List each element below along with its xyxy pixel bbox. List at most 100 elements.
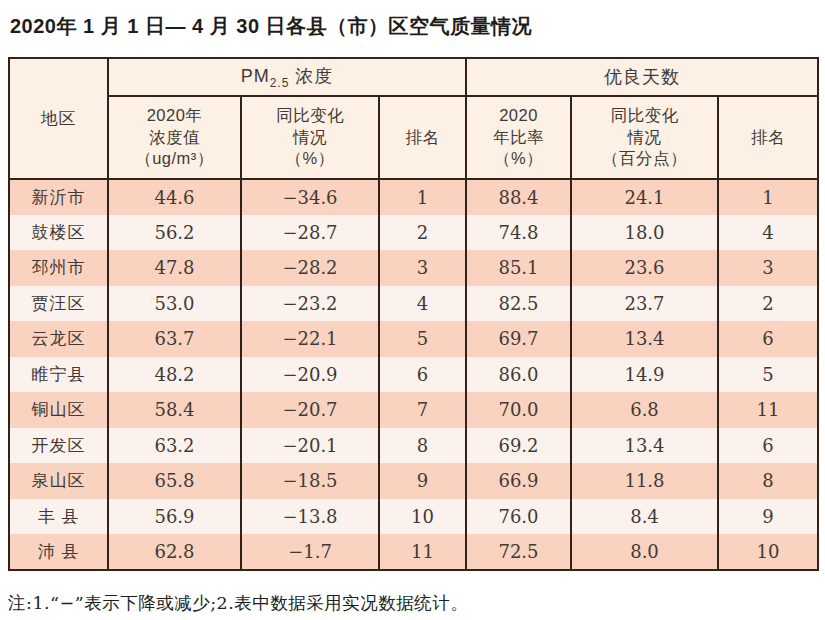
pm-rank-cell: 7 [379, 392, 466, 428]
page: 2020年 1 月 1 日— 4 月 30 日各县（市）区空气质量情况 地区 P… [0, 0, 825, 620]
good-change-cell: 23.7 [571, 286, 718, 322]
good-change-cell: 24.1 [571, 179, 718, 215]
group-header-row: 地区 PM2.5 浓度 优良天数 [9, 58, 818, 96]
good-rank-cell: 6 [718, 428, 818, 464]
good-rank-cell: 3 [718, 250, 818, 286]
pm-value-cell: 63.2 [108, 428, 241, 464]
table-row: 开发区 63.2 −20.1 8 69.2 13.4 6 [9, 428, 818, 464]
pm-value-cell: 48.2 [108, 357, 241, 393]
pm-rank-cell: 1 [379, 179, 466, 215]
footnote: 注:1.“−”表示下降或减少;2.表中数据采用实况数据统计。 [0, 571, 825, 615]
pm-rank-cell: 6 [379, 357, 466, 393]
pm-value-cell: 53.0 [108, 286, 241, 322]
region-cell: 睢宁县 [9, 357, 108, 393]
pm-change-cell: −13.8 [241, 499, 379, 535]
good-change-cell: 13.4 [571, 428, 718, 464]
pm-change-cell: −18.5 [241, 463, 379, 499]
pm-change-cell: −23.2 [241, 286, 379, 322]
good-rate-cell: 72.5 [466, 534, 571, 570]
page-title: 2020年 1 月 1 日— 4 月 30 日各县（市）区空气质量情况 [0, 0, 825, 40]
pm-change-cell: −1.7 [241, 534, 379, 570]
pm25-label-prefix: PM [241, 66, 270, 86]
pm-rank-cell: 8 [379, 428, 466, 464]
pm-rank-cell: 10 [379, 499, 466, 535]
good-rate-cell: 69.2 [466, 428, 571, 464]
good-change-cell: 23.6 [571, 250, 718, 286]
pm-rank-cell: 5 [379, 321, 466, 357]
good-rank-cell: 5 [718, 357, 818, 393]
pm-value-cell: 58.4 [108, 392, 241, 428]
pm-rank-cell: 2 [379, 215, 466, 251]
region-cell: 邳州市 [9, 250, 108, 286]
sub-header-row: 2020年 浓度值 （ug/m³） 同比变化 情况 （%） 排名 2020 年比… [9, 96, 818, 179]
good-rate-cell: 86.0 [466, 357, 571, 393]
table-row: 鼓楼区 56.2 −28.7 2 74.8 18.0 4 [9, 215, 818, 251]
region-column-header: 地区 [9, 58, 108, 179]
pm-change-cell: −28.7 [241, 215, 379, 251]
region-cell: 贾汪区 [9, 286, 108, 322]
good-rank-header: 排名 [718, 96, 818, 179]
region-cell: 铜山区 [9, 392, 108, 428]
region-cell: 新沂市 [9, 179, 108, 215]
good-rate-cell: 85.1 [466, 250, 571, 286]
good-change-header: 同比变化 情况 （百分点） [571, 96, 718, 179]
pm-rank-cell: 9 [379, 463, 466, 499]
good-rank-cell: 11 [718, 392, 818, 428]
pm-value-cell: 56.2 [108, 215, 241, 251]
pm-change-cell: −20.9 [241, 357, 379, 393]
good-rate-cell: 66.9 [466, 463, 571, 499]
pm-rank-header: 排名 [379, 96, 466, 179]
pm-value-cell: 65.8 [108, 463, 241, 499]
region-cell: 开发区 [9, 428, 108, 464]
good-change-cell: 13.4 [571, 321, 718, 357]
table-row: 丰 县 56.9 −13.8 10 76.0 8.4 9 [9, 499, 818, 535]
pm-rank-cell: 4 [379, 286, 466, 322]
pm-value-cell: 47.8 [108, 250, 241, 286]
table-row: 云龙区 63.7 −22.1 5 69.7 13.4 6 [9, 321, 818, 357]
good-change-cell: 18.0 [571, 215, 718, 251]
good-rate-cell: 76.0 [466, 499, 571, 535]
region-cell: 泉山区 [9, 463, 108, 499]
good-rate-cell: 69.7 [466, 321, 571, 357]
good-rank-cell: 8 [718, 463, 818, 499]
good-days-group-header: 优良天数 [466, 58, 818, 96]
good-rank-cell: 6 [718, 321, 818, 357]
pm25-label-suffix: 浓度 [289, 66, 333, 86]
good-change-cell: 14.9 [571, 357, 718, 393]
good-rate-cell: 88.4 [466, 179, 571, 215]
region-cell: 鼓楼区 [9, 215, 108, 251]
table-row: 泉山区 65.8 −18.5 9 66.9 11.8 8 [9, 463, 818, 499]
pm-change-header: 同比变化 情况 （%） [241, 96, 379, 179]
good-rank-cell: 9 [718, 499, 818, 535]
region-cell: 沛 县 [9, 534, 108, 570]
pm-rank-cell: 3 [379, 250, 466, 286]
good-rank-cell: 10 [718, 534, 818, 570]
pm-change-cell: −34.6 [241, 179, 379, 215]
good-rank-cell: 4 [718, 215, 818, 251]
region-cell: 云龙区 [9, 321, 108, 357]
pm-change-cell: −22.1 [241, 321, 379, 357]
good-change-cell: 8.4 [571, 499, 718, 535]
region-cell: 丰 县 [9, 499, 108, 535]
pm25-label-subscript: 2.5 [270, 76, 290, 90]
good-rate-cell: 70.0 [466, 392, 571, 428]
pm-rank-cell: 11 [379, 534, 466, 570]
pm-change-cell: −28.2 [241, 250, 379, 286]
pm-value-cell: 56.9 [108, 499, 241, 535]
pm-value-cell: 44.6 [108, 179, 241, 215]
table-row: 铜山区 58.4 −20.7 7 70.0 6.8 11 [9, 392, 818, 428]
pm-change-cell: −20.7 [241, 392, 379, 428]
pm-value-cell: 62.8 [108, 534, 241, 570]
pm-change-cell: −20.1 [241, 428, 379, 464]
good-change-cell: 8.0 [571, 534, 718, 570]
good-rank-cell: 2 [718, 286, 818, 322]
table-body: 新沂市 44.6 −34.6 1 88.4 24.1 1 鼓楼区 56.2 −2… [9, 179, 818, 570]
pm-value-header: 2020年 浓度值 （ug/m³） [108, 96, 241, 179]
pm-value-cell: 63.7 [108, 321, 241, 357]
good-rate-cell: 82.5 [466, 286, 571, 322]
table-row: 贾汪区 53.0 −23.2 4 82.5 23.7 2 [9, 286, 818, 322]
table-row: 邳州市 47.8 −28.2 3 85.1 23.6 3 [9, 250, 818, 286]
pm25-group-header: PM2.5 浓度 [108, 58, 466, 96]
table-row: 睢宁县 48.2 −20.9 6 86.0 14.9 5 [9, 357, 818, 393]
table-row: 沛 县 62.8 −1.7 11 72.5 8.0 10 [9, 534, 818, 570]
